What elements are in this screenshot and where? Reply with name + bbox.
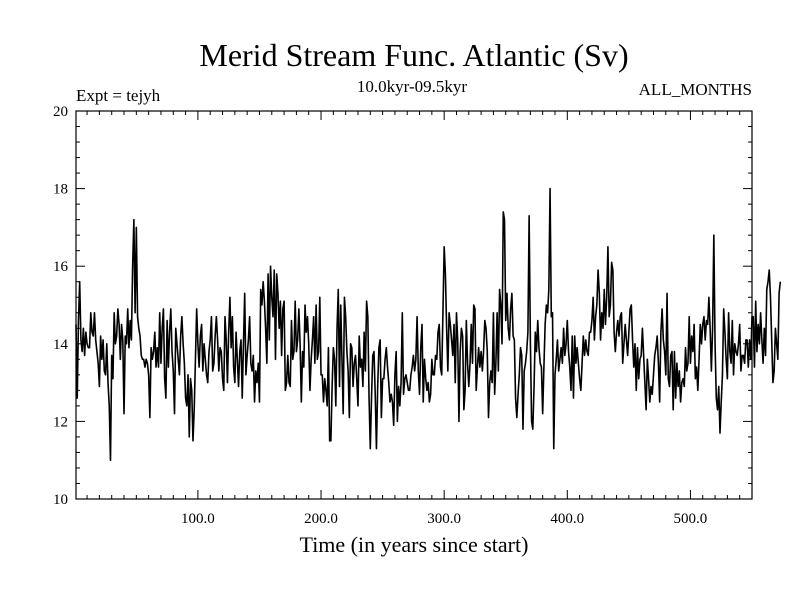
x-tick-label: 400.0 bbox=[550, 511, 584, 527]
axis-ticks bbox=[76, 110, 753, 499]
y-tick-label: 14 bbox=[53, 337, 69, 353]
series-layer bbox=[75, 187, 782, 462]
y-tick-label: 16 bbox=[53, 259, 69, 275]
plot-frame bbox=[75, 110, 753, 500]
tick-labels: 100.0 200.0 300.0 400.0 500.0 10 12 14 16 18 20 bbox=[53, 104, 707, 527]
x-tick-label: 300.0 bbox=[427, 511, 461, 527]
x-axis-label: Time (in years since start) bbox=[300, 532, 529, 557]
x-tick-label: 200.0 bbox=[304, 511, 338, 527]
x-tick-label: 100.0 bbox=[181, 511, 215, 527]
y-tick-label: 18 bbox=[53, 182, 68, 198]
x-tick-label: 500.0 bbox=[674, 511, 708, 527]
experiment-label: Expt = tejyh bbox=[76, 86, 161, 105]
time-range-label: 10.0kyr-09.5kyr bbox=[357, 77, 467, 96]
y-tick-label: 10 bbox=[53, 492, 68, 508]
months-label: ALL_MONTHS bbox=[639, 80, 752, 99]
y-tick-label: 12 bbox=[53, 414, 68, 430]
chart-title: Merid Stream Func. Atlantic (Sv) bbox=[199, 37, 628, 73]
y-tick-label: 20 bbox=[53, 104, 68, 120]
series-line bbox=[75, 187, 782, 462]
